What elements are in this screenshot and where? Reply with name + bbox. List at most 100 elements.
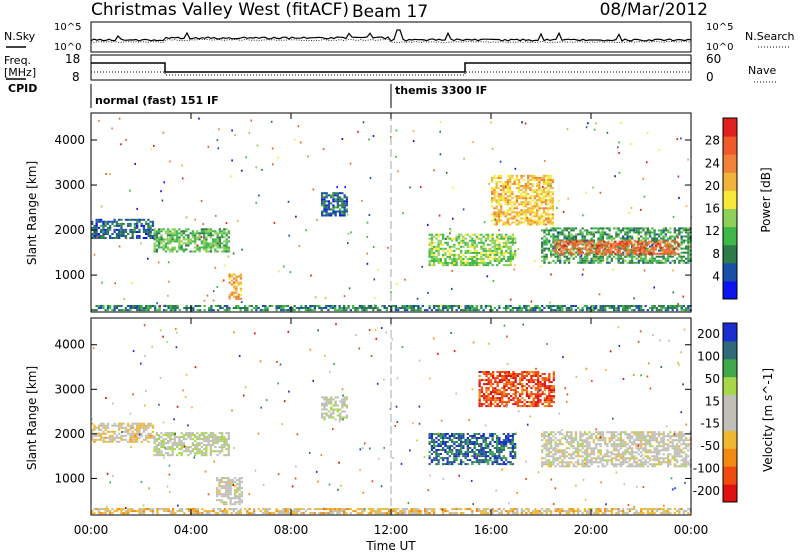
power-cell (536, 221, 539, 224)
velocity-cell (489, 449, 492, 451)
power-cell (451, 245, 454, 248)
power-cell (610, 257, 613, 260)
velocity-cell (444, 463, 447, 466)
power-cell (93, 235, 96, 237)
power-cell (673, 307, 676, 309)
velocity-cell (428, 508, 431, 511)
velocity-cell (200, 446, 203, 449)
power-cell (218, 232, 221, 235)
power-cell (561, 229, 564, 232)
velocity-cell (435, 463, 438, 466)
velocity-cell (403, 512, 406, 515)
power-cell (109, 307, 112, 309)
velocity-cell (489, 397, 493, 400)
velocity-cell (492, 383, 495, 386)
power-cell (578, 250, 581, 253)
velocity-cell (446, 441, 449, 443)
power-cell (551, 205, 554, 208)
velocity-cell (191, 442, 194, 445)
power-cell (554, 235, 557, 238)
power-cell (524, 187, 528, 190)
power-cell (480, 260, 483, 262)
velocity-cell (471, 437, 474, 439)
power-cell (509, 189, 512, 192)
power-cell (113, 237, 116, 239)
power-cell (129, 305, 132, 307)
velocity-cell (230, 508, 233, 511)
velocity-cell (442, 510, 445, 513)
power-cell (590, 305, 593, 307)
power-cell (542, 209, 546, 212)
velocity-cell (207, 444, 210, 447)
velocity-cell (207, 442, 210, 445)
power-cell (448, 251, 451, 254)
power-cell (559, 227, 562, 230)
power-cell (607, 242, 610, 245)
power-cell (531, 191, 534, 194)
power-cell (150, 148, 153, 151)
power-cell (605, 250, 608, 253)
velocity-cell (485, 395, 488, 398)
velocity-cell (466, 453, 469, 455)
power-cell (205, 250, 208, 253)
velocity-cell (320, 512, 323, 515)
velocity-cell (311, 512, 314, 515)
velocity-cell (282, 508, 285, 511)
power-cell (451, 287, 453, 290)
velocity-cell (541, 508, 544, 511)
velocity-cell (554, 508, 557, 511)
velocity-cell (91, 422, 94, 425)
power-cell (97, 233, 101, 235)
power-cell (327, 208, 331, 211)
power-cell (451, 262, 454, 264)
velocity-cell (511, 445, 514, 447)
power-cell (345, 307, 348, 309)
velocity-cell (532, 512, 535, 515)
velocity-cell (487, 455, 490, 458)
power-cell (626, 235, 629, 238)
velocity-cell (185, 448, 188, 451)
velocity-cell (158, 508, 161, 511)
power-cell (433, 260, 436, 262)
cpid-mode-normal: normal (fast) 151 IF (95, 94, 219, 107)
power-cell (237, 295, 240, 298)
power-cell (597, 255, 600, 258)
power-cell (541, 251, 544, 254)
velocity-cell (487, 387, 490, 390)
velocity-cell (209, 450, 212, 453)
velocity-cell (471, 451, 474, 453)
power-cell (453, 253, 456, 256)
velocity-cell (509, 443, 512, 445)
velocity-cell (102, 508, 105, 511)
power-cell (580, 248, 583, 251)
power-cell (642, 257, 645, 260)
power-cell (334, 214, 337, 217)
power-cell (437, 260, 440, 262)
power-cell (514, 307, 517, 309)
power-cell (653, 237, 656, 240)
power-cell (149, 224, 152, 227)
power-cell (178, 228, 181, 231)
velocity-cell (492, 395, 495, 398)
power-cell (511, 233, 514, 236)
velocity-cell (483, 397, 486, 400)
power-cell (397, 309, 400, 312)
power-cell (507, 219, 510, 222)
velocity-cell (336, 396, 339, 399)
power-cell (524, 191, 528, 194)
velocity-cell (545, 510, 548, 513)
velocity-cell (200, 438, 203, 441)
velocity-cell (466, 451, 469, 453)
power-cell (244, 307, 247, 309)
power-cell (675, 246, 678, 249)
power-cell (669, 245, 672, 248)
velocity-cell (238, 499, 241, 502)
velocity-cell (262, 508, 265, 511)
velocity-cell (209, 432, 212, 435)
velocity-cell (484, 457, 487, 460)
power-cell (533, 219, 537, 222)
velocity-cell (485, 373, 488, 375)
velocity-cell (229, 493, 232, 496)
velocity-cell (343, 508, 346, 511)
velocity-cell (176, 510, 179, 513)
